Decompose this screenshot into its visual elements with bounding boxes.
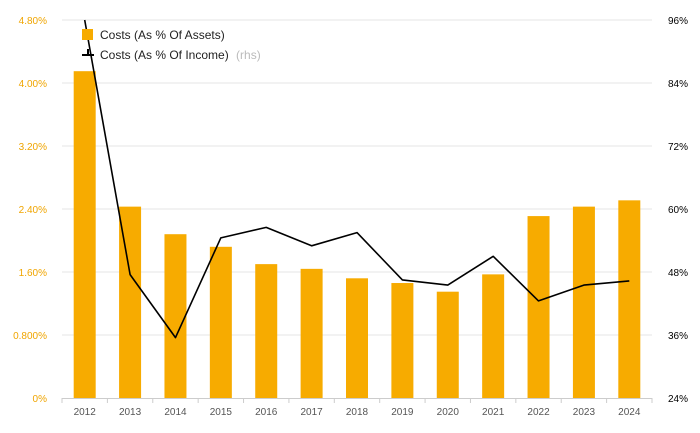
x-tick-label-2022: 2022 xyxy=(527,407,550,418)
x-tick-label-2021: 2021 xyxy=(482,407,505,418)
bar-2012 xyxy=(73,71,96,398)
axes: 2012 2013 2014 2015 2016 2017 2018 2019 2020 2021… xyxy=(13,16,688,418)
y-right-tick-0: 24% xyxy=(668,394,688,405)
legend: Costs (As % Of Assets) Costs (As % Of In… xyxy=(82,28,261,62)
y-left-tick-6: 4.80% xyxy=(19,16,47,27)
y-left-tick-2: 1.60% xyxy=(19,268,47,279)
legend-label-assets: Costs (As % Of Assets) xyxy=(100,28,225,42)
x-tick-label-2015: 2015 xyxy=(210,407,233,418)
legend-label-income-group: Costs (As % Of Income) (rhs) xyxy=(100,48,261,62)
y-left-tick-4: 3.20% xyxy=(19,142,47,153)
y-right-tick-3: 60% xyxy=(668,205,688,216)
bar-series-costs-assets xyxy=(73,71,641,398)
y-left-tick-3: 2.40% xyxy=(19,205,47,216)
y-right-tick-2: 48% xyxy=(668,268,688,279)
x-tick-label-2018: 2018 xyxy=(346,407,369,418)
bar-2024 xyxy=(618,200,641,398)
y-right-tick-1: 36% xyxy=(668,331,688,342)
bar-2020 xyxy=(436,291,459,398)
x-tick-label-2019: 2019 xyxy=(391,407,414,418)
x-tick-label-2023: 2023 xyxy=(573,407,596,418)
y-left-tick-5: 4.00% xyxy=(19,79,47,90)
x-tick-label-2014: 2014 xyxy=(164,407,187,418)
x-tick-label-2016: 2016 xyxy=(255,407,278,418)
income-line xyxy=(83,19,630,339)
legend-label-rhs: (rhs) xyxy=(236,48,261,62)
bar-2014 xyxy=(164,234,187,398)
y-right-tick-6: 96% xyxy=(668,16,688,27)
bar-2019 xyxy=(391,283,414,398)
legend-swatch-bar xyxy=(82,29,93,40)
x-tick-label-2017: 2017 xyxy=(300,407,323,418)
y-right-tick-4: 72% xyxy=(668,142,688,153)
bar-2016 xyxy=(255,264,278,398)
bar-2017 xyxy=(300,268,323,398)
y-left-tick-0: 0% xyxy=(33,394,48,405)
y-left-tick-1: 0.800% xyxy=(13,331,47,342)
x-tick-label-2020: 2020 xyxy=(437,407,460,418)
y-right-tick-5: 84% xyxy=(668,79,688,90)
line-series-costs-income xyxy=(83,19,630,339)
bar-2022 xyxy=(527,216,550,398)
legend-label-income: Costs (As % Of Income) xyxy=(100,48,229,62)
bar-2015 xyxy=(209,246,232,398)
x-tick-label-2012: 2012 xyxy=(74,407,97,418)
x-tick-label-2024: 2024 xyxy=(618,407,641,418)
bar-2018 xyxy=(346,278,368,398)
bar-2023 xyxy=(572,206,595,398)
bar-2021 xyxy=(482,274,505,398)
x-tick-label-2013: 2013 xyxy=(119,407,142,418)
gridlines xyxy=(62,19,652,336)
bar-2013 xyxy=(119,206,142,398)
